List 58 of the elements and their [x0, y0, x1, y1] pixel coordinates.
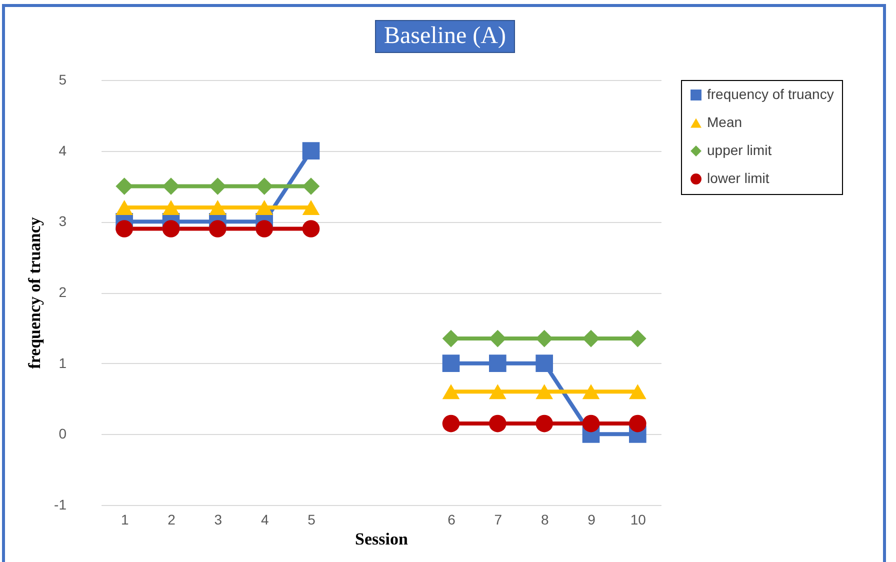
y-tick-label: 4 [58, 142, 67, 158]
point [162, 178, 180, 195]
point [489, 354, 506, 372]
x-tick-label: 9 [588, 512, 596, 528]
point [209, 220, 226, 238]
legend-label: frequency of truancy [707, 86, 834, 102]
point [116, 220, 133, 238]
y-tick-label: 2 [58, 284, 67, 300]
point [302, 200, 320, 215]
x-tick-label: 2 [168, 512, 176, 528]
point [489, 330, 506, 348]
point [629, 414, 646, 432]
point [489, 384, 506, 400]
point [256, 178, 273, 195]
point [629, 330, 646, 348]
y-tick-label: 1 [58, 354, 67, 371]
point [582, 330, 600, 348]
point [442, 330, 460, 348]
point [536, 354, 553, 372]
point [629, 384, 646, 400]
x-tick-label: 3 [214, 512, 222, 528]
point [536, 414, 553, 432]
point [162, 200, 180, 215]
chart-title: Baseline (A) [375, 20, 515, 53]
point [489, 414, 506, 432]
x-tick-label: 6 [448, 512, 456, 528]
x-tick-label: 8 [540, 512, 549, 528]
point [116, 200, 133, 215]
x-tick-label: 7 [494, 512, 502, 528]
point [116, 178, 133, 195]
y-tick-label: 0 [58, 426, 67, 442]
point [256, 200, 273, 215]
point [209, 178, 226, 195]
x-axis-title: Session [355, 530, 408, 548]
legend-label: Mean [707, 114, 742, 130]
y-tick-label: 5 [58, 72, 67, 88]
point [582, 414, 600, 432]
y-tick-label: -1 [54, 496, 67, 512]
point [536, 330, 553, 348]
point [302, 220, 320, 238]
point [582, 384, 600, 400]
point [442, 354, 460, 372]
legend-label: upper limit [707, 142, 772, 158]
x-tick-label: 1 [120, 512, 129, 528]
point [442, 384, 460, 400]
point [209, 200, 226, 215]
point [302, 142, 320, 160]
point [442, 414, 460, 432]
point [256, 220, 273, 238]
legend-label: lower limit [707, 170, 770, 186]
point [536, 384, 553, 400]
x-tick-label: 5 [308, 512, 316, 528]
point [302, 178, 320, 195]
y-axis-title: frequency of truancy [25, 216, 44, 369]
point [162, 220, 180, 238]
x-tick-label: 10 [630, 512, 646, 528]
y-tick-label: 3 [58, 213, 67, 230]
x-tick-label: 4 [260, 512, 269, 528]
